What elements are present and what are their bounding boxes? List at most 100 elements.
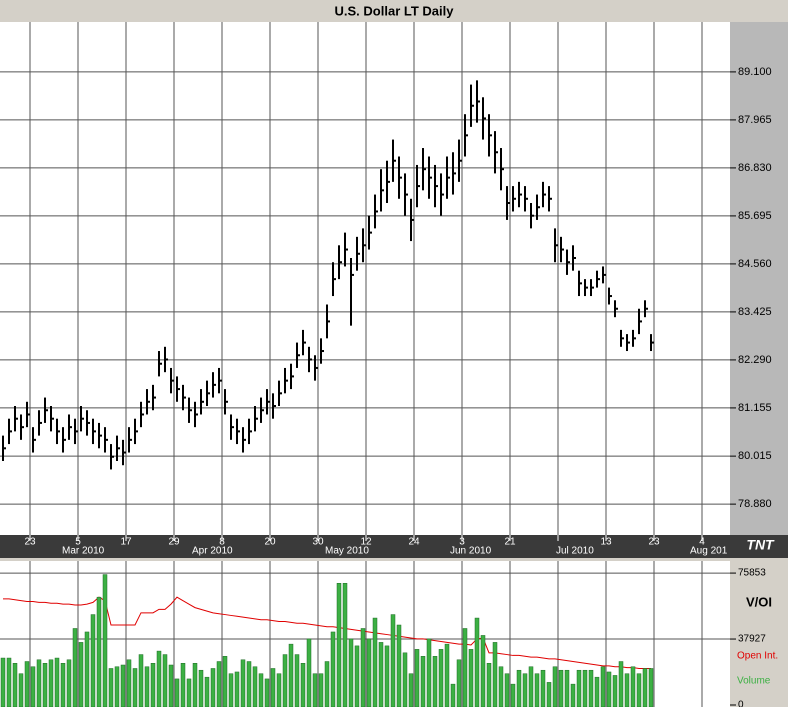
- volume-bar: [84, 631, 90, 707]
- volume-bar: [564, 669, 570, 707]
- y-tick-label: 86.830: [738, 162, 772, 174]
- volume-bar: [48, 659, 54, 707]
- volume-bar: [138, 654, 144, 707]
- x-tick-label: 30: [312, 537, 324, 548]
- volume-bar: [204, 676, 210, 707]
- month-label: May 2010: [325, 546, 369, 557]
- volume-bar: [456, 659, 462, 707]
- volume-bar: [300, 663, 306, 707]
- volume-bar: [264, 678, 270, 707]
- x-tick-label: 20: [264, 537, 276, 548]
- volume-bar: [366, 638, 372, 707]
- volume-bar: [150, 663, 156, 707]
- month-label: Mar 2010: [62, 546, 105, 557]
- volume-bar: [276, 673, 282, 707]
- volume-bar: [408, 673, 414, 707]
- volume-bar: [18, 673, 24, 707]
- volume-bar: [336, 583, 342, 707]
- x-tick-label: 17: [120, 537, 132, 548]
- volume-bar: [174, 678, 180, 707]
- volume-bar: [642, 668, 648, 707]
- volume-bar: [540, 669, 546, 707]
- volume-bar: [54, 657, 60, 707]
- volume-bar: [192, 663, 198, 707]
- volume-bar: [468, 649, 474, 707]
- volume-bar: [594, 676, 600, 707]
- volume-bar: [282, 654, 288, 707]
- volume-bar: [144, 666, 150, 707]
- volume-bar: [324, 661, 330, 707]
- volume-bar: [588, 669, 594, 707]
- x-tick-label: 29: [168, 537, 180, 548]
- volume-bar: [438, 649, 444, 707]
- volume-bar: [396, 624, 402, 707]
- volume-bar: [552, 666, 558, 707]
- volume-bar: [198, 669, 204, 707]
- volume-bar: [342, 583, 348, 707]
- volume-bar: [534, 673, 540, 707]
- volume-bar: [486, 663, 492, 707]
- volume-bar: [318, 673, 324, 707]
- volume-bar: [108, 668, 114, 707]
- x-tick-label: 13: [600, 537, 612, 548]
- open-interest-line: [3, 596, 651, 669]
- legend-label: Open Int.: [737, 651, 778, 662]
- volume-bar: [378, 642, 384, 707]
- price-axis-panel: [730, 22, 788, 535]
- volume-bar: [360, 628, 366, 707]
- volume-bar: [120, 664, 126, 707]
- volume-bar: [330, 631, 336, 707]
- volume-bar: [90, 614, 96, 707]
- volume-bar: [168, 664, 174, 707]
- volume-bar: [12, 663, 18, 707]
- y-tick-label: 82.290: [738, 354, 772, 366]
- volume-bar: [252, 666, 258, 707]
- x-tick-label: 3: [459, 537, 465, 548]
- volume-bar: [576, 669, 582, 707]
- volume-bar: [162, 654, 168, 707]
- y-tick-label: 37927: [738, 634, 766, 645]
- volume-bar: [312, 673, 318, 707]
- volume-bar: [240, 659, 246, 707]
- y-tick-label: 89.100: [738, 66, 772, 78]
- volume-bar: [630, 666, 636, 707]
- chart-title: U.S. Dollar LT Daily: [335, 3, 455, 18]
- volume-bar: [432, 656, 438, 707]
- volume-bar: [24, 661, 30, 707]
- month-label: Aug 201: [690, 546, 728, 557]
- volume-bar: [222, 656, 228, 707]
- title-bar: [0, 0, 788, 22]
- volume-bar: [294, 654, 300, 707]
- volume-bar: [474, 617, 480, 707]
- volume-bar: [114, 666, 120, 707]
- volume-panel-title: V/OI: [746, 594, 772, 609]
- volume-bar: [288, 643, 294, 707]
- volume-bar: [444, 643, 450, 707]
- volume-bar: [348, 638, 354, 707]
- volume-bar: [522, 673, 528, 707]
- volume-bar: [648, 668, 654, 707]
- volume-bar: [384, 645, 390, 707]
- price-plot: [0, 22, 730, 535]
- volume-bar: [234, 671, 240, 707]
- volume-bar: [66, 659, 72, 707]
- volume-bar: [390, 614, 396, 707]
- volume-bar: [210, 668, 216, 707]
- volume-bar: [180, 663, 186, 707]
- volume-bar: [612, 675, 618, 707]
- volume-bar: [606, 671, 612, 707]
- x-tick-label: 23: [648, 537, 660, 548]
- y-tick-label: 83.425: [738, 306, 772, 318]
- volume-bar: [570, 683, 576, 707]
- month-label: Apr 2010: [192, 546, 233, 557]
- volume-bar: [504, 673, 510, 707]
- volume-bar: [270, 668, 276, 707]
- volume-bar: [600, 666, 606, 707]
- volume-bar: [618, 661, 624, 707]
- x-tick-label: 4: [699, 537, 705, 548]
- volume-bar: [156, 650, 162, 707]
- volume-bar: [480, 635, 486, 707]
- month-label: Jul 2010: [556, 546, 594, 557]
- volume-bar: [72, 628, 78, 707]
